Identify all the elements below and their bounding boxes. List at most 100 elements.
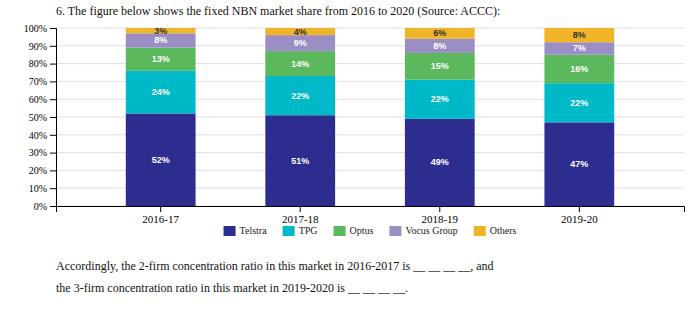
y-tick: 100% (24, 23, 56, 34)
x-tick-mark (160, 206, 161, 212)
data-label: 22% (431, 94, 449, 104)
y-tick-label: 40% (29, 130, 47, 141)
y-tick-label: 70% (29, 76, 47, 87)
legend-item: Optus (334, 225, 374, 236)
y-tick-mark (50, 99, 56, 100)
bar-segment (126, 48, 196, 71)
data-label: 4% (294, 27, 307, 37)
data-label: 24% (152, 87, 170, 97)
bar-segment (405, 80, 475, 119)
y-tick: 60% (29, 94, 56, 105)
bar-segment (544, 55, 614, 83)
bars (126, 28, 614, 206)
bar-segment (265, 51, 335, 76)
legend-item: TPG (283, 225, 318, 236)
bar-segment (405, 119, 475, 206)
data-label: 6% (433, 28, 446, 38)
legend-item: Others (474, 225, 517, 236)
legend-swatch (474, 226, 486, 236)
bar-segment (405, 39, 475, 53)
x-tick-mark (300, 206, 301, 212)
annotation: the 3-firm concentration ratio in this m… (56, 281, 408, 295)
x-tick: 2019-20 (561, 206, 598, 225)
y-tick: 10% (29, 183, 56, 194)
y-tick: 70% (29, 76, 56, 87)
y-tick-label: 30% (29, 147, 47, 158)
legend: Telstra TPG Optus Vocus Group Others (224, 225, 517, 236)
x-tick-label: 2018-19 (421, 213, 458, 225)
y-tick: 0% (34, 201, 56, 212)
legend-label: Vocus Group (405, 225, 457, 236)
data-label: 3% (154, 26, 167, 36)
y-tick-mark (50, 188, 56, 189)
x-tick: 2017-18 (282, 206, 319, 225)
x-tick: 2018-19 (421, 206, 458, 225)
legend-label: Telstra (240, 225, 268, 236)
y-axis-line (50, 29, 57, 207)
bar-segment (405, 53, 475, 80)
data-label: 22% (291, 91, 309, 101)
y-tick-mark (50, 135, 56, 136)
legend-label: Optus (350, 225, 374, 236)
x-tick: 2016-17 (142, 206, 179, 225)
data-label: 15% (431, 61, 449, 71)
data-label: 22% (570, 98, 588, 108)
legend-swatch (283, 226, 295, 236)
y-tick: 50% (29, 112, 56, 123)
y-tick: 40% (29, 130, 56, 141)
y-tick-mark (50, 206, 56, 207)
y-tick-label: 100% (24, 23, 47, 34)
data-label: 47% (570, 159, 588, 169)
data-label: 14% (291, 59, 309, 69)
bar-segment (544, 83, 614, 122)
x-tick-mark (579, 206, 580, 212)
x-tick-label: 2019-20 (561, 213, 598, 225)
y-tick-mark (50, 170, 56, 171)
data-label: 13% (152, 54, 170, 64)
y-tick-label: 0% (34, 201, 47, 212)
bar-segment (126, 71, 196, 114)
y-tick-mark (50, 46, 56, 47)
legend-label: TPG (299, 225, 318, 236)
legend-item: Telstra (224, 225, 268, 236)
bar-segment (544, 122, 614, 206)
y-tick-mark (50, 81, 56, 82)
y-tick-label: 20% (29, 165, 47, 176)
y-tick: 80% (29, 58, 56, 69)
y-tick-label: 60% (29, 94, 47, 105)
x-tick-label: 2017-18 (282, 213, 319, 225)
data-label: 8% (573, 30, 586, 40)
y-tick: 90% (29, 41, 56, 52)
legend-label: Others (490, 225, 517, 236)
legend-item: Vocus Group (389, 225, 457, 236)
bar-segment (405, 28, 475, 39)
bar-segment (544, 28, 614, 42)
x-tick-label: 2016-17 (142, 213, 179, 225)
bar-segment (544, 42, 614, 54)
legend-swatch (224, 226, 236, 236)
grid (56, 28, 684, 206)
y-tick-label: 90% (29, 41, 47, 52)
y-tick-label: 80% (29, 58, 47, 69)
data-label: 49% (431, 157, 449, 167)
y-axis: 0% 10% 20% 30% 40% 50% 60% 70% 80% 90% 100% (24, 23, 57, 212)
y-tick-mark (50, 153, 56, 154)
data-label: 8% (433, 41, 446, 51)
y-tick-label: 50% (29, 112, 47, 123)
y-tick-mark (50, 28, 56, 29)
data-label: 7% (573, 43, 586, 53)
title: 6. The figure below shows the fixed NBN … (56, 4, 500, 18)
y-tick-mark (50, 64, 56, 65)
annotation: Accordingly, the 2-firm concentration ra… (56, 259, 493, 273)
bar-segment (265, 76, 335, 115)
x-axis: 2016-17 2017-18 2018-19 2019-20 (57, 206, 685, 225)
data-label: 16% (570, 64, 588, 74)
x-tick-mark (439, 206, 440, 212)
data-label: 51% (291, 156, 309, 166)
data-label: 52% (152, 155, 170, 165)
bar-segment (126, 113, 196, 206)
data-labels: 52%51%49%47%24%22%22%22%13%14%15%16%8%9%… (152, 26, 589, 170)
x-axis-line (57, 207, 685, 213)
legend-swatch (389, 226, 401, 236)
data-label: 8% (154, 35, 167, 45)
